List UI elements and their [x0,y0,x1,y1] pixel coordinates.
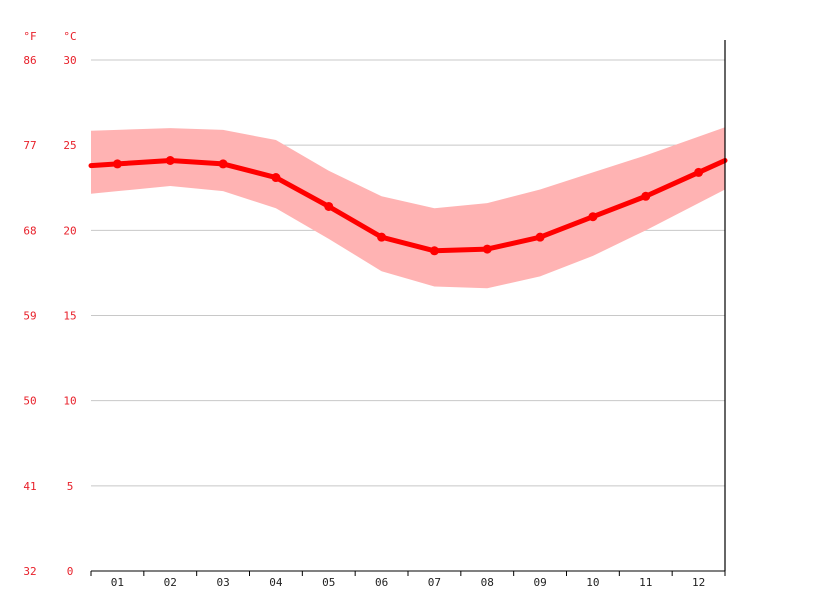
average-temperature-line [88,157,728,254]
y-tick-label-fahrenheit: 41 [23,480,36,493]
x-tick-label: 06 [375,576,388,589]
y-tick-label-fahrenheit: 59 [23,310,36,323]
x-tick-label: 07 [428,576,441,589]
average-temperature-point [588,212,598,222]
average-temperature-point [165,155,175,165]
y-tick-label-fahrenheit: 77 [23,139,36,152]
unit-label-celsius: °C [63,30,76,43]
y-tick-label-celsius: 0 [67,565,74,578]
y-tick-label-celsius: 30 [63,54,76,67]
x-tick-label: 12 [692,576,705,589]
x-tick-label: 05 [322,576,335,589]
x-tick-label: 10 [586,576,599,589]
y-tick-label-fahrenheit: 68 [23,224,36,237]
x-tick-label: 09 [533,576,546,589]
y-tick-label-fahrenheit: 50 [23,395,36,408]
average-temperature-point [218,159,228,169]
average-temperature-point [535,232,545,242]
average-temperature-point [271,173,281,183]
x-tick-label: 08 [481,576,494,589]
y-tick-label-celsius: 5 [67,480,74,493]
y-tick-label-fahrenheit: 32 [23,565,36,578]
unit-label-fahrenheit: °F [23,30,36,43]
average-temperature-line-layer [88,155,728,256]
y-tick-label-celsius: 20 [63,224,76,237]
x-tick-label: 11 [639,576,652,589]
temperature-range-band [91,127,725,289]
average-temperature-point [694,167,704,177]
x-tick-label: 04 [269,576,283,589]
x-tick-label: 03 [216,576,229,589]
average-temperature-point [324,201,334,211]
average-temperature-point [482,244,492,254]
average-temperature-point [641,191,651,201]
average-temperature-point [429,246,439,256]
y-tick-label-celsius: 25 [63,139,76,152]
tick-labels: 32 0 41 5 50 10 59 15 68 20 77 25 86 30 01 02 03 04 05 06 07… [23,54,705,589]
y-tick-label-celsius: 10 [63,395,76,408]
average-temperature-point [112,159,122,169]
axes [90,40,726,576]
y-tick-label-celsius: 15 [63,310,76,323]
y-tick-label-fahrenheit: 86 [23,54,36,67]
x-tick-label: 02 [164,576,177,589]
temperature-range-band-layer [91,127,725,289]
x-tick-label: 01 [111,576,124,589]
average-temperature-point [377,232,387,242]
